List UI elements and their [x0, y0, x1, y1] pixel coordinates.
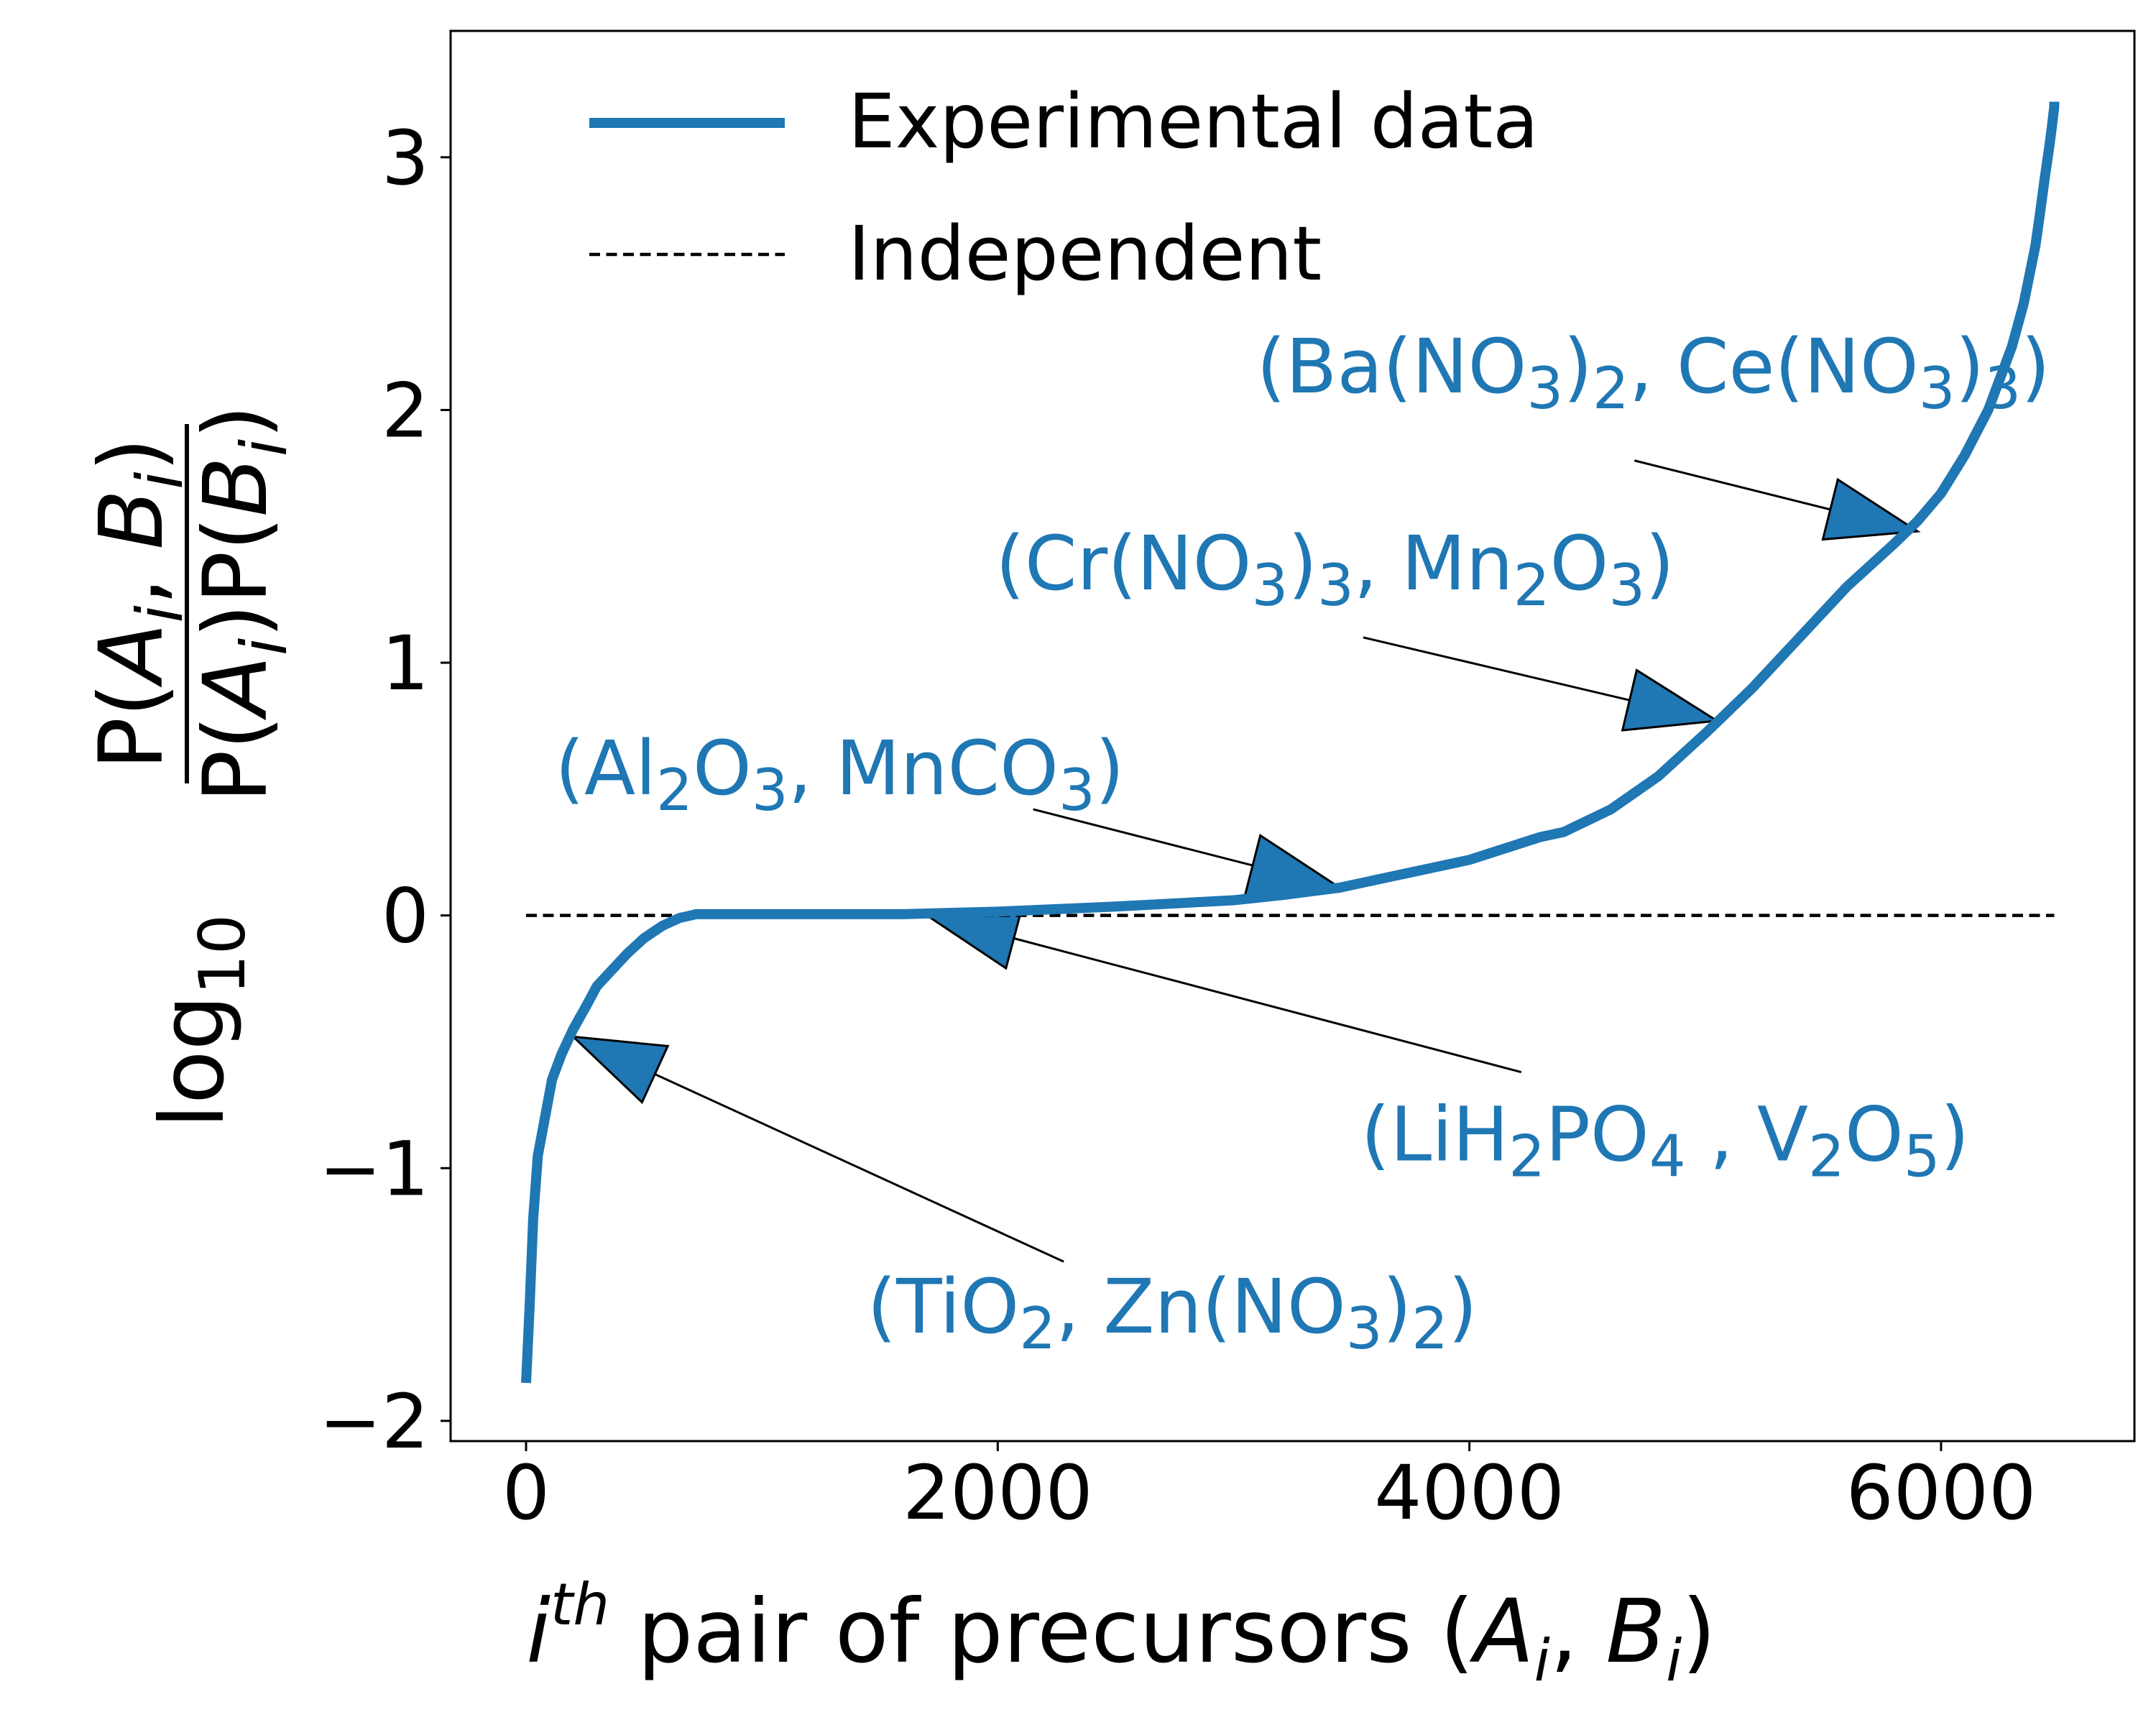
y-tick-label: 0 [382, 873, 429, 960]
annotation-arrow-shaft [1033, 808, 1253, 867]
experimental-data-line [521, 101, 2060, 1384]
legend-independent-label: Independent [848, 210, 1322, 298]
y-tick-label: −1 [319, 1125, 429, 1213]
annotation-arrow-head [1621, 668, 1720, 732]
svg-text:log10: log10 [142, 914, 259, 1128]
y-tick-label: −2 [319, 1378, 429, 1466]
annotation-label: (TiO2, Zn(NO3)2) [867, 1263, 1478, 1362]
annotation-label: (Al2O3, MnCO3) [555, 724, 1124, 824]
y-tick-label: 3 [382, 114, 429, 202]
annotation-label: (Cr(NO3)3, Mn2O3) [995, 520, 1674, 619]
annotation-label: (Ba(NO3)2, Ce(NO3)3) [1256, 323, 2050, 422]
svg-text:P(Ai, Bi): P(Ai, Bi) [80, 438, 197, 770]
legend: Experimental data Independent [589, 78, 1539, 298]
plot-area [521, 101, 2060, 1384]
x-tick-label: 4000 [1374, 1449, 1565, 1537]
annotation-arrow-shaft [654, 1073, 1064, 1263]
svg-text:P(Ai)P(Bi): P(Ai)P(Bi) [185, 405, 301, 803]
annotation-arrow-shaft [1363, 636, 1630, 702]
y-axis-title: log10 P(Ai, Bi) P(Ai)P(Bi) [80, 405, 301, 1128]
annotation-arrow-head [570, 1035, 670, 1105]
y-tick-label: 1 [382, 620, 429, 707]
legend-experimental-label: Experimental data [848, 78, 1539, 165]
annotation-arrow-shaft [1634, 459, 1831, 511]
x-axis-ticks: 0 2000 4000 6000 [502, 1441, 2036, 1537]
x-tick-label: 2000 [903, 1449, 1093, 1537]
annotation-arrow-head [1821, 477, 1921, 541]
x-tick-label: 6000 [1846, 1449, 2037, 1537]
y-axis-ticks: −2 −1 0 1 2 3 [319, 114, 451, 1466]
plot-frame [449, 29, 2136, 1443]
x-tick-label: 0 [502, 1449, 550, 1537]
annotation-arrow-shaft [1013, 937, 1522, 1074]
y-tick-label: 2 [382, 367, 429, 454]
annotation-label: (LiH2PO4 , V2O5) [1361, 1091, 1970, 1190]
x-axis-title: ith pair of precursors (Ai, Bi) [526, 1571, 1716, 1694]
annotation-labels: (Ba(NO3)2, Ce(NO3)3) (Cr(NO3)3, Mn2O3) (Al… [555, 323, 2050, 1362]
